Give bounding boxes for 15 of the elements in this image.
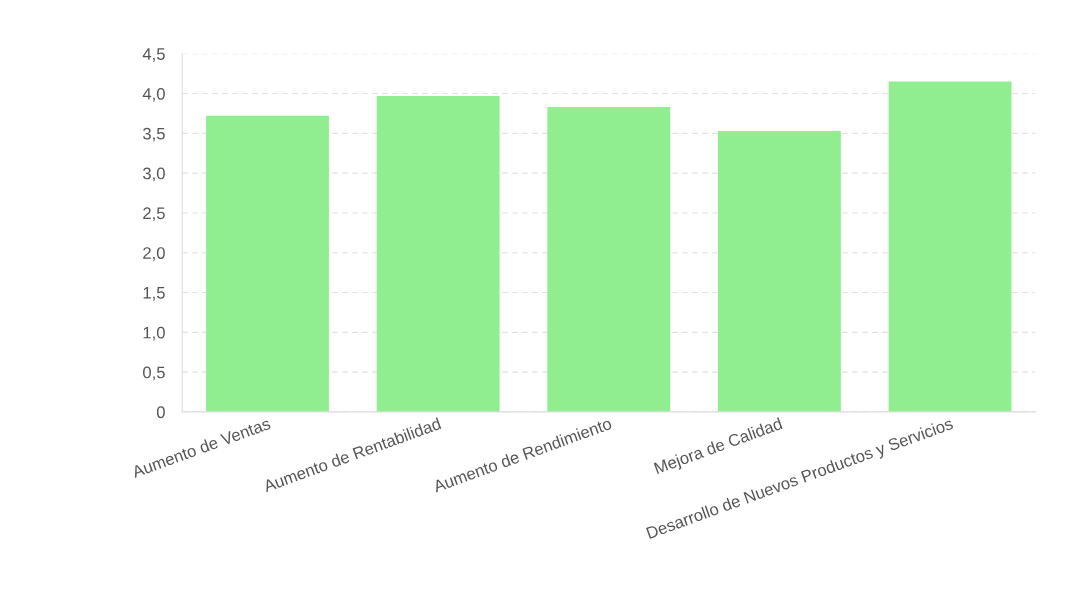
bar (888, 81, 1012, 412)
y-tick-label: 3,5 (143, 127, 165, 142)
y-tick-label: 1,5 (143, 287, 165, 301)
bar (547, 107, 671, 412)
y-tick-label: 2,0 (143, 247, 165, 261)
y-tick-label: 3,0 (143, 167, 165, 182)
y-tick-label: 1,0 (143, 326, 165, 341)
y-tick-label: 0 (156, 406, 165, 419)
y-tick-label: 2,5 (143, 207, 165, 222)
bar (206, 115, 329, 412)
y-tick-label: 4,0 (142, 87, 165, 102)
y-tick-label: 0,5 (143, 366, 165, 381)
bar (376, 95, 500, 412)
bar (717, 130, 841, 412)
y-tick-label: 4,5 (142, 48, 165, 62)
